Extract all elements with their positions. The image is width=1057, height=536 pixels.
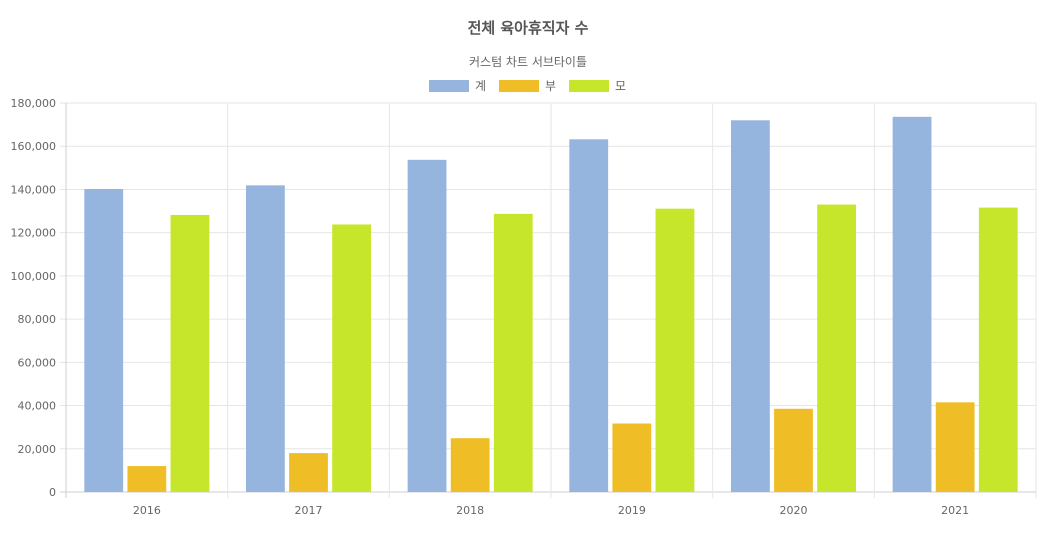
bar-2020-s2[interactable]	[817, 204, 857, 493]
legend-swatch	[429, 80, 469, 92]
bar-2017-s0[interactable]	[245, 185, 285, 493]
y-axis: 0 20,000 40,000 60,000 80,000 100,000 120,000 1…	[11, 97, 57, 499]
legend-item-s0[interactable]: 계	[429, 79, 486, 93]
y-tick-label: 140,000	[11, 183, 57, 196]
chart-title: 전체 육아휴직자 수	[468, 19, 589, 37]
y-tick-label: 40,000	[18, 400, 57, 413]
y-tick-label: 80,000	[18, 313, 57, 326]
legend-item-s1[interactable]: 부	[499, 79, 556, 93]
bar-2017-s2[interactable]	[332, 224, 372, 492]
y-tick-label: 180,000	[11, 97, 57, 110]
bar-2020-s0[interactable]	[730, 120, 770, 493]
chart-subtitle: 커스텀 차트 서브타이틀	[469, 55, 587, 69]
bar-2019-s2[interactable]	[655, 208, 695, 492]
legend-swatch	[499, 80, 539, 92]
bar-2018-s1[interactable]	[450, 438, 490, 492]
bar-2019-s1[interactable]	[612, 423, 652, 492]
y-tick-label: 0	[49, 486, 56, 499]
x-tick-label: 2019	[618, 504, 646, 517]
bar-2016-s0[interactable]	[84, 189, 124, 493]
y-tick-label: 120,000	[11, 227, 57, 240]
x-tick-label: 2016	[133, 504, 161, 517]
bar-2016-s2[interactable]	[170, 214, 210, 492]
legend-item-s2[interactable]: 모	[569, 79, 626, 93]
bar-2019-s0[interactable]	[569, 139, 609, 492]
y-tick-label: 60,000	[18, 356, 57, 369]
bar-2021-s2[interactable]	[978, 207, 1018, 492]
bar-2021-s0[interactable]	[892, 116, 932, 492]
bar-2018-s0[interactable]	[407, 159, 447, 492]
legend-swatch	[569, 80, 609, 92]
y-tick-label: 100,000	[11, 270, 57, 283]
x-tick-label: 2018	[456, 504, 484, 517]
bar-2018-s2[interactable]	[493, 213, 533, 493]
y-tick-label: 20,000	[18, 443, 57, 456]
bar-series-group	[84, 116, 1018, 493]
x-axis: 2016 2017 2018 2019 2020 2021	[133, 504, 969, 517]
chart-grid	[60, 102, 1037, 498]
legend-label: 계	[475, 79, 486, 93]
bar-2020-s1[interactable]	[774, 408, 813, 492]
x-tick-label: 2021	[941, 504, 969, 517]
x-tick-label: 2017	[295, 504, 323, 517]
bar-2021-s1[interactable]	[935, 402, 975, 492]
x-tick-label: 2020	[780, 504, 808, 517]
bar-2016-s1[interactable]	[127, 466, 167, 492]
y-tick-label: 160,000	[11, 140, 57, 153]
legend-label: 부	[545, 79, 556, 93]
bar-2017-s1[interactable]	[289, 453, 328, 492]
legend-label: 모	[615, 79, 626, 93]
